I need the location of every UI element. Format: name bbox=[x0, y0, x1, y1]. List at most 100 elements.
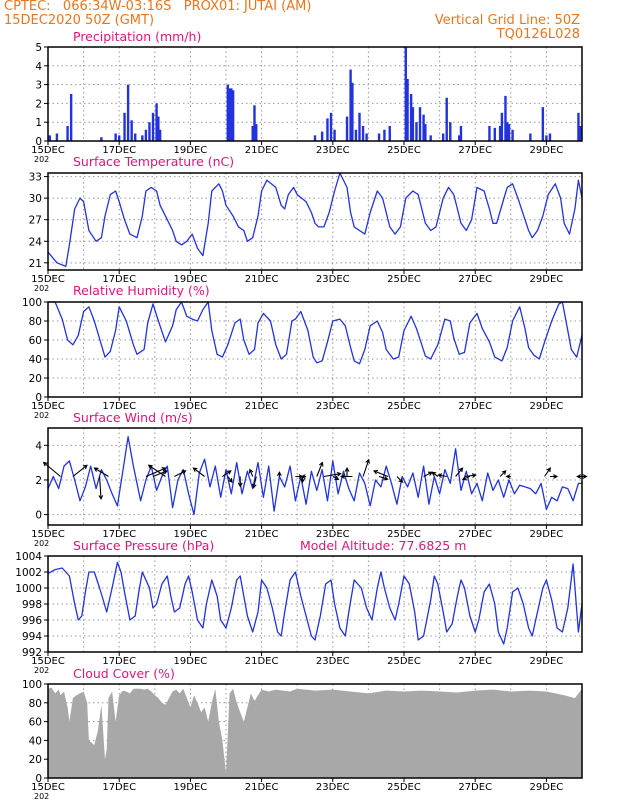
precip-bar bbox=[507, 124, 511, 141]
wind-arrow bbox=[378, 475, 389, 481]
precip-bar bbox=[424, 124, 427, 141]
precip-bar bbox=[126, 84, 130, 141]
panel-frame bbox=[47, 301, 583, 398]
wind-arrow bbox=[332, 475, 340, 480]
y-tick-label: 40 bbox=[29, 735, 42, 747]
x-tick-label: 23DEC bbox=[316, 529, 350, 540]
precip-bar bbox=[406, 78, 409, 141]
wind-arrow bbox=[251, 476, 257, 489]
precip-bar bbox=[329, 112, 333, 141]
header-station-info: CPTEC: 066:34W-03:16S PROX01: JUTAI (AM) bbox=[4, 0, 312, 14]
wind-arrow bbox=[72, 464, 88, 477]
y-tick-label: 0 bbox=[35, 773, 42, 785]
y-tick-label: 2 bbox=[35, 98, 42, 110]
x-tick-label: 19DEC bbox=[174, 782, 208, 793]
x-tick-label: 21DEC bbox=[245, 529, 279, 540]
panel-title: Surface Temperature (nC) bbox=[73, 154, 234, 169]
x-tick-label: 25DEC bbox=[387, 274, 421, 285]
y-tick-label: 30 bbox=[29, 193, 42, 205]
x-tick-label: 15DEC bbox=[31, 529, 65, 540]
precip-bar bbox=[148, 122, 151, 141]
precip-bar bbox=[349, 69, 352, 141]
header-model-id: TQ0126L028 bbox=[496, 27, 580, 42]
wind-arrow bbox=[437, 473, 447, 479]
panel-title: Precipitation (mm/h) bbox=[73, 29, 201, 44]
precip-bar bbox=[231, 90, 235, 141]
x-tick-label: 19DEC bbox=[174, 529, 208, 540]
x-tick-label: 21DEC bbox=[245, 782, 279, 793]
panel-frame bbox=[47, 683, 583, 779]
precip-bar bbox=[441, 133, 445, 141]
wind-arrow bbox=[98, 476, 104, 501]
cloud-area bbox=[48, 687, 582, 778]
y-tick-label: 1 bbox=[35, 117, 42, 129]
precip-bar bbox=[134, 133, 137, 141]
precip-bar bbox=[320, 131, 324, 141]
x-tick-label: 17DEC bbox=[102, 656, 136, 667]
x-tick-label: 27DEC bbox=[458, 529, 492, 540]
x-tick-label: 29DEC bbox=[530, 274, 564, 285]
precip-bar bbox=[253, 105, 256, 141]
panel-frame bbox=[47, 46, 583, 142]
x-tick-label: 19DEC bbox=[174, 274, 208, 285]
y-tick-label: 33 bbox=[29, 172, 42, 184]
precip-bar bbox=[130, 120, 133, 141]
y-tick-label: 2 bbox=[35, 475, 42, 487]
x-tick-label: 29DEC bbox=[530, 529, 564, 540]
y-tick-label: 998 bbox=[22, 599, 42, 611]
wind-arrow bbox=[227, 476, 233, 484]
x-tick-label: 25DEC bbox=[387, 145, 421, 156]
y-tick-label: 20 bbox=[29, 754, 42, 766]
x-tick-label: 15DEC bbox=[31, 782, 65, 793]
precip-bar bbox=[333, 129, 336, 141]
precip-bar bbox=[69, 94, 73, 141]
panel-frame bbox=[47, 427, 583, 526]
precip-bar bbox=[326, 118, 329, 141]
panel-3: 0 20 40 60 80 100 15DEC 17DEC 19DEC 21DEC 23DEC 25D… bbox=[22, 283, 583, 420]
panel-frame bbox=[47, 172, 583, 271]
x-tick-label: 27DEC bbox=[458, 401, 492, 412]
precip-bar bbox=[155, 103, 158, 141]
x-tick-label: 15DEC bbox=[31, 274, 65, 285]
x-tick-label: 17DEC bbox=[102, 401, 136, 412]
wind-arrow bbox=[550, 474, 559, 479]
precip-bar bbox=[313, 135, 317, 141]
panel-title: Surface Pressure (hPa) bbox=[73, 538, 214, 553]
y-tick-label: 40 bbox=[29, 354, 42, 366]
wind-arrow bbox=[222, 470, 232, 477]
y-tick-label: 100 bbox=[22, 297, 42, 309]
precip-bar bbox=[55, 133, 59, 141]
wind-arrow bbox=[544, 467, 551, 477]
wind-arrow bbox=[152, 469, 169, 478]
precip-bar bbox=[449, 122, 452, 141]
x-tick-label: 23DEC bbox=[316, 401, 350, 412]
x-tick-label: 21DEC bbox=[245, 274, 279, 285]
precip-bar bbox=[100, 137, 103, 141]
wind-arrow bbox=[372, 469, 389, 478]
x-tick-label: 29DEC bbox=[530, 656, 564, 667]
y-tick-label: 80 bbox=[29, 698, 42, 710]
x-tick-label: 17DEC bbox=[102, 274, 136, 285]
x-tick-label: 21DEC bbox=[245, 401, 279, 412]
wind-arrow bbox=[42, 461, 61, 477]
precip-bar bbox=[365, 133, 368, 141]
precip-bar bbox=[383, 129, 386, 141]
x-tick-label: 15DEC bbox=[31, 401, 65, 412]
y-tick-label: 1002 bbox=[15, 567, 42, 579]
panel-title: Relative Humidity (%) bbox=[73, 283, 210, 298]
x-tick-label: 29DEC bbox=[530, 145, 564, 156]
x-tick-label: 21DEC bbox=[245, 656, 279, 667]
x-tick-label: 25DEC bbox=[387, 782, 421, 793]
precip-bar bbox=[255, 124, 258, 141]
y-tick-label: 100 bbox=[22, 679, 42, 691]
panel-1: 0 1 2 3 4 5 15DEC 17DEC 19DEC 21DEC 23DEC 25DEC 27DE… bbox=[31, 29, 583, 164]
x-tick-label: 25DEC bbox=[387, 529, 421, 540]
wind-arrow bbox=[300, 474, 307, 479]
header-grid-note: Vertical Grid Line: 50Z bbox=[434, 13, 580, 28]
x-tick-label: 29DEC bbox=[530, 782, 564, 793]
x-tick-label: 15DEC bbox=[31, 145, 65, 156]
precip-bar bbox=[545, 135, 548, 141]
wind-arrow bbox=[323, 471, 342, 478]
precip-bar bbox=[144, 129, 148, 141]
x-tick-label: 27DEC bbox=[458, 656, 492, 667]
